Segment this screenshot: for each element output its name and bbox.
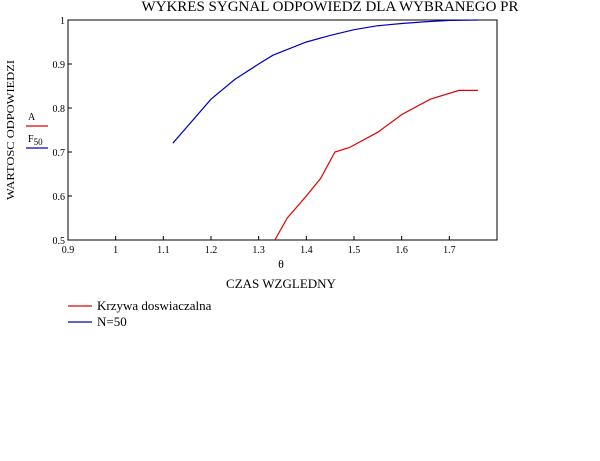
legend-label: N=50 bbox=[97, 314, 127, 329]
x-tick-label: 1.6 bbox=[395, 245, 408, 256]
expression: F bbox=[28, 134, 34, 145]
y-tick-label: 0.9 bbox=[53, 60, 66, 71]
x-tick-label: 1.1 bbox=[157, 245, 170, 256]
expression-subscript: 50 bbox=[34, 137, 44, 147]
x-tick-label: 0.9 bbox=[62, 245, 75, 256]
y-tick-label: 0.7 bbox=[53, 148, 66, 159]
x-tick-label: 1 bbox=[113, 245, 118, 256]
plot-frame bbox=[67, 19, 498, 241]
expression: A bbox=[28, 112, 36, 123]
y-tick-label: 0.8 bbox=[53, 104, 66, 115]
x-tick-label: 1.4 bbox=[300, 245, 313, 256]
legend-label: Krzywa doswiaczalna bbox=[97, 298, 212, 313]
x-tick-label: 1.2 bbox=[205, 245, 218, 256]
expression-label: F50 bbox=[28, 134, 43, 147]
x-tick-label: 1.7 bbox=[443, 245, 456, 256]
y-tick-label: 1 bbox=[60, 16, 65, 27]
x-axis-label: CZAS WZGLEDNY bbox=[226, 276, 337, 291]
data-line bbox=[274, 89, 478, 241]
y-tick-label: 0.6 bbox=[53, 192, 66, 203]
y-tick-label: 0.5 bbox=[53, 236, 66, 247]
x-tick-label: 1.3 bbox=[252, 245, 265, 256]
x-tick-label: 1.5 bbox=[348, 245, 361, 256]
data-line bbox=[172, 19, 478, 144]
x-axis-symbol: θ bbox=[278, 257, 284, 271]
y-axis-label: WARTOSC ODPOWIEDZI bbox=[6, 60, 17, 200]
chart-title: WYKRES SYGNAL ODPOWIEDZ DLA WYBRANEGO PR bbox=[141, 0, 518, 15]
expression-label: A bbox=[28, 112, 36, 123]
